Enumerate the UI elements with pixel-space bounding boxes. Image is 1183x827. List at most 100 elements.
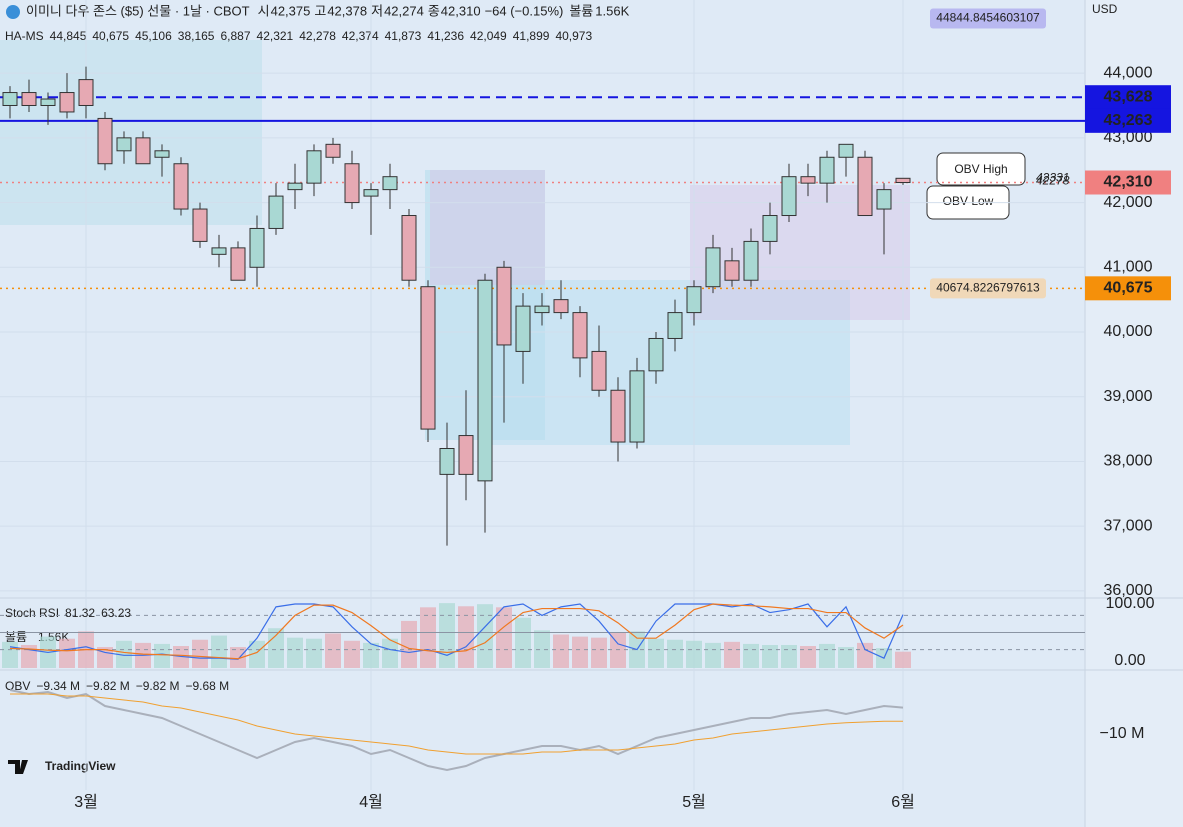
annotation-box (930, 8, 1046, 29)
indicator-value: 42,049 (470, 29, 507, 43)
volume-bar (211, 635, 227, 668)
zone-box (0, 40, 262, 225)
volume-bar (97, 647, 113, 668)
ohlc-key: 시 (258, 3, 270, 18)
volume-bar (686, 640, 702, 668)
stoch-line (9, 603, 904, 660)
volume-bar (591, 637, 607, 668)
candle-body (686, 286, 702, 314)
y-tick-label: 44,000 (1104, 64, 1153, 81)
candle-body (895, 177, 911, 184)
brand-logo (8, 760, 28, 774)
candle-body (515, 305, 531, 352)
stoch-legend: Stoch RSI (5, 606, 59, 620)
candle-body (762, 215, 778, 242)
volume-bar (116, 640, 132, 668)
candle-body (401, 215, 417, 281)
volume-bar (553, 634, 569, 668)
volume-bar (401, 620, 417, 668)
price-note: 42331 (1036, 170, 1069, 184)
price-tag (1085, 85, 1171, 110)
x-tick-label: 6월 (891, 793, 915, 811)
symbol-icon (6, 5, 20, 19)
x-tick-label: 3월 (74, 793, 98, 811)
volume-bar (192, 639, 208, 668)
obv-low-label: OBV Low (943, 194, 994, 208)
annotation-box (930, 278, 1046, 299)
candle-body (857, 156, 873, 217)
candle-body (667, 312, 683, 339)
volume-bar (572, 636, 588, 668)
volume-bar (230, 647, 246, 668)
volume-bar (762, 644, 778, 668)
ohlc-key: 고 (314, 3, 326, 18)
candle-body (553, 299, 569, 314)
volume-bar (287, 637, 303, 668)
candle-body (97, 117, 113, 165)
y-tick-label: 43,000 (1104, 129, 1153, 146)
volume-bar (458, 606, 474, 668)
price-tag-label: 43,628 (1104, 88, 1153, 105)
candle-body (420, 286, 436, 430)
ohlc-key: 저 (371, 3, 383, 18)
candle-body (648, 337, 664, 372)
volume-bar (249, 640, 265, 668)
ohlc-value: 42,310 (441, 3, 481, 18)
volume-bar (895, 651, 911, 668)
volume-bar (819, 643, 835, 668)
volume-bar (477, 604, 493, 668)
candle-body (135, 137, 151, 165)
price-tag-label: 40,675 (1104, 280, 1153, 297)
volume-bar (154, 643, 170, 668)
candle-body (59, 92, 75, 113)
candle-body (743, 240, 759, 281)
volume-bar (2, 641, 18, 668)
y-tick-label: 42,000 (1104, 194, 1153, 211)
volume-bar (420, 607, 436, 668)
candle-body (458, 435, 474, 475)
candle-body (610, 389, 626, 443)
x-tick-label: 4월 (359, 793, 383, 811)
price-tag (1085, 170, 1171, 195)
candle-body (154, 150, 170, 158)
y-tick-label: 41,000 (1104, 259, 1153, 276)
volume-bar (857, 642, 873, 668)
indicator-value: 41,236 (427, 29, 464, 43)
y-tick-label: 39,000 (1104, 388, 1153, 405)
price-note: 42278 (1036, 174, 1070, 188)
candle-body (477, 279, 493, 482)
candle-body (876, 189, 892, 210)
price-tag (1085, 276, 1171, 301)
ohlc-key: 종 (428, 3, 440, 18)
candle-body (2, 92, 18, 106)
ohlc-value: 42,378 (327, 3, 367, 18)
volume-bar (781, 644, 797, 668)
indicator-value: 42,374 (342, 29, 379, 43)
ohlc-value: 42,375 (271, 3, 311, 18)
candle-body (819, 156, 835, 184)
candle-body (306, 150, 322, 184)
candle-body (287, 182, 303, 191)
volume-bar (648, 638, 664, 668)
y-tick-label: 38,000 (1104, 453, 1153, 470)
obv-line (9, 689, 904, 772)
volume-bar (496, 607, 512, 668)
y-tick-label: 40,000 (1104, 323, 1153, 340)
candle-body (268, 195, 284, 229)
candle-body (40, 98, 56, 106)
price-tag (1085, 108, 1171, 133)
candle-body (705, 247, 721, 288)
indicator-value: 40,675 (92, 29, 129, 43)
currency: USD (1092, 2, 1118, 16)
obv-high-box (936, 152, 1026, 186)
stoch-legend-value: 81.32 (65, 606, 95, 620)
indicator-value: 45,106 (135, 29, 172, 43)
volume-bar (705, 642, 721, 668)
indicator-value: 40,973 (555, 29, 592, 43)
candle-body (572, 312, 588, 359)
obv-legend-value: −9.68 M (185, 679, 229, 693)
candle-body (249, 227, 265, 268)
candle-body (325, 143, 341, 158)
price-tag-label: 42,310 (1104, 174, 1153, 191)
symbol-title: 이미니 다우 존스 ($5) 선물 · 1날 · CBOT (26, 3, 250, 18)
